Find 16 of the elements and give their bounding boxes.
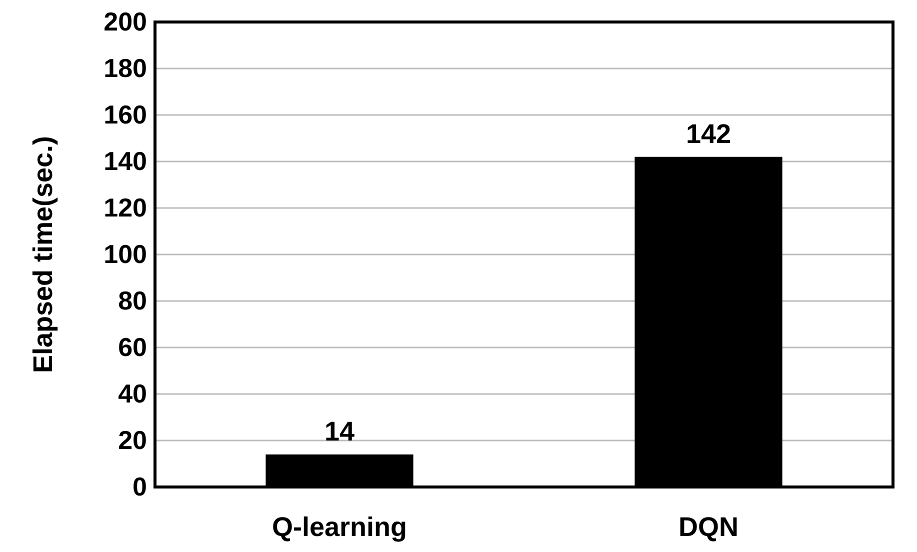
y-tick-label: 160 bbox=[104, 99, 147, 130]
y-tick-label: 180 bbox=[104, 52, 147, 83]
y-tick-label: 200 bbox=[104, 6, 147, 36]
y-tick-label: 120 bbox=[104, 192, 147, 222]
data-label: 142 bbox=[686, 118, 732, 149]
y-tick-label: 20 bbox=[118, 424, 147, 455]
y-tick-label: 40 bbox=[118, 378, 147, 408]
y-tick-label: 0 bbox=[132, 471, 147, 502]
y-tick-label: 100 bbox=[104, 238, 147, 269]
y-tick-label: 60 bbox=[118, 332, 147, 362]
y-axis-title: Elapsed time(sec.) bbox=[28, 136, 58, 374]
x-tick-label: Q-learning bbox=[272, 512, 408, 542]
data-label: 14 bbox=[324, 416, 355, 446]
y-tick-label: 80 bbox=[118, 285, 147, 316]
x-tick-label: DQN bbox=[678, 512, 738, 542]
y-tick-label: 140 bbox=[104, 146, 147, 176]
